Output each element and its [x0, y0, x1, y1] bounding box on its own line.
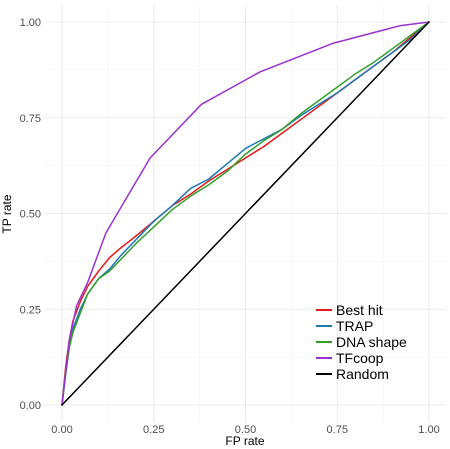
y-tick-label: 1.00: [20, 17, 41, 29]
y-axis-title: TP rate: [0, 194, 14, 233]
y-tick-label: 0.50: [20, 209, 41, 221]
legend-label-tfcoop: TFcoop: [336, 350, 384, 366]
legend-label-random: Random: [336, 366, 389, 382]
series-layer: [61, 21, 430, 406]
series-line-random: [61, 21, 430, 406]
y-tick-label: 0.75: [20, 113, 41, 125]
legend-label-trap: TRAP: [336, 318, 373, 334]
x-axis-title: FP rate: [225, 434, 264, 448]
y-tick-label: 0.00: [20, 400, 41, 412]
x-tick-label: 0.00: [51, 424, 72, 436]
x-tick-label: 1.00: [418, 424, 439, 436]
series-line-tfcoop: [61, 21, 430, 406]
legend-label-dna-shape: DNA shape: [336, 334, 407, 350]
series-line-trap: [61, 21, 430, 406]
x-tick-label: 0.75: [327, 424, 348, 436]
y-tick-label: 0.25: [20, 304, 41, 316]
ticks-layer: 0.00 0.25 0.50 0.75 1.00 0.00 0.25 0.50 0.75 1.00: [20, 17, 440, 436]
x-tick-label: 0.25: [143, 424, 164, 436]
x-tick-label: 0.50: [235, 424, 256, 436]
legend-label-best-hit: Best hit: [336, 302, 383, 318]
series-line-dna-shape: [61, 21, 430, 406]
